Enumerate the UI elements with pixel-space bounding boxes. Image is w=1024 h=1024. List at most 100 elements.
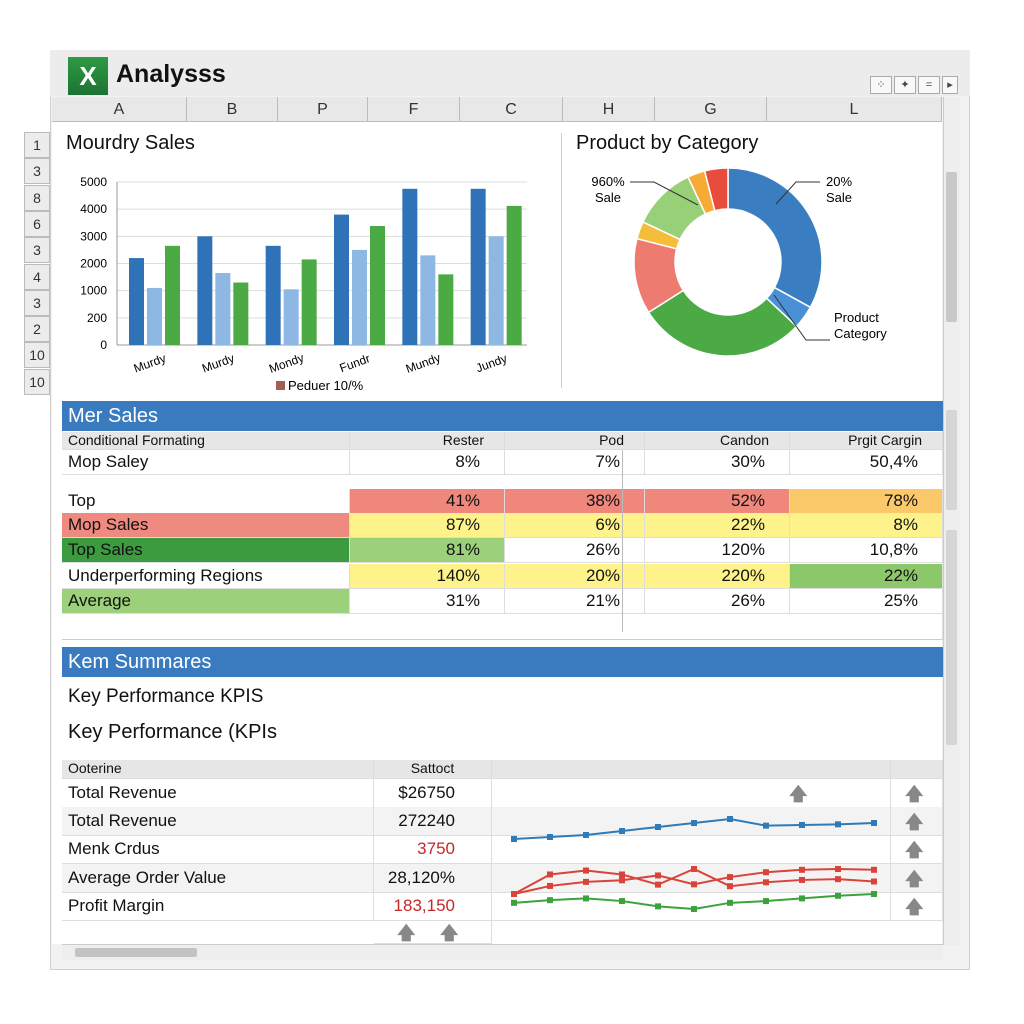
column-header: Rester <box>350 432 505 450</box>
table-cell[interactable]: 140% <box>350 564 505 589</box>
table-cell[interactable]: 22% <box>645 513 790 538</box>
column-header-P[interactable]: P <box>278 97 368 122</box>
grid-icon-button[interactable]: ⁘ <box>870 76 892 94</box>
donut-slice-2 <box>647 289 798 357</box>
donut-chart-title: Product by Category <box>576 132 759 154</box>
row-header[interactable]: 6 <box>24 210 50 237</box>
bar-5-0 <box>470 188 486 345</box>
column-header: Pod <box>505 432 645 450</box>
table-cell[interactable]: 7% <box>505 450 645 475</box>
table-cell[interactable]: 52% <box>645 489 790 514</box>
sparkline-point <box>583 878 589 885</box>
scrollbar-thumb-bottom[interactable] <box>946 530 957 745</box>
table-cell[interactable]: 10,8% <box>790 538 943 563</box>
row-header[interactable]: 10 <box>24 368 50 395</box>
table-cell[interactable]: Mop Sales <box>62 513 350 538</box>
y-tick-label: 4000 <box>80 202 107 216</box>
row-header[interactable]: 2 <box>24 316 50 343</box>
bar-0-0 <box>129 258 144 345</box>
table-cell[interactable]: 8% <box>350 450 505 475</box>
table-cell[interactable]: 22% <box>790 564 943 589</box>
horizontal-scrollbar[interactable] <box>62 944 943 960</box>
table-cell[interactable]: 41% <box>350 489 505 514</box>
column-header-F[interactable]: F <box>368 97 460 122</box>
column-header: Candon <box>645 432 790 450</box>
sparkline-cell <box>492 891 891 921</box>
row-header[interactable]: 1 <box>24 132 50 158</box>
sparkline-point <box>583 895 589 902</box>
row-header[interactable]: 3 <box>24 158 50 185</box>
table-cell[interactable]: 87% <box>350 513 505 538</box>
column-header-H[interactable]: H <box>563 97 655 122</box>
table-cell[interactable]: Underperforming Regions <box>62 564 350 589</box>
bar-4-0 <box>402 188 418 345</box>
table-cell[interactable]: 50,4% <box>790 450 943 475</box>
expand-icon-button[interactable]: ▸ <box>942 76 958 94</box>
table-cell[interactable]: Average <box>62 589 350 614</box>
column-header-L[interactable]: L <box>767 97 942 122</box>
table-cell[interactable]: 6% <box>505 513 645 538</box>
column-header-A[interactable]: A <box>52 97 187 122</box>
legend-swatch <box>276 381 285 390</box>
table-cell[interactable]: 120% <box>645 538 790 563</box>
sparkline-point <box>727 883 733 890</box>
sparkline-point <box>655 903 661 910</box>
table-cell[interactable]: 31% <box>350 589 505 614</box>
kem-summaries-header: Kem Summares <box>62 647 943 677</box>
menu-icon-button[interactable]: = <box>918 76 940 94</box>
row-header[interactable]: 8 <box>24 184 50 211</box>
bar-1-2 <box>233 282 249 345</box>
sparkline-point <box>547 871 553 878</box>
scrollbar-thumb-lower[interactable] <box>946 410 957 510</box>
column-header-B[interactable]: B <box>187 97 278 122</box>
table-cell[interactable]: 220% <box>645 564 790 589</box>
app-title: Analysss <box>116 60 226 88</box>
sparkline-point <box>799 866 805 873</box>
row-header[interactable]: 4 <box>24 263 50 290</box>
leader-line <box>773 294 830 341</box>
table-cell[interactable]: 38% <box>505 489 645 514</box>
table-cell[interactable]: 20% <box>505 564 645 589</box>
move-icon-button[interactable]: ✦ <box>894 76 916 94</box>
table-cell[interactable]: 78% <box>790 489 943 514</box>
column-header-C[interactable]: C <box>460 97 563 122</box>
kpi-label: Total Revenue <box>62 807 374 837</box>
table-cell[interactable]: 25% <box>790 589 943 614</box>
sparkline-point <box>763 822 769 829</box>
table-cell[interactable]: Top <box>62 489 350 514</box>
mer-sales-header: Mer Sales <box>62 401 943 431</box>
bar-5-2 <box>506 205 522 345</box>
row-header[interactable]: 3 <box>24 237 50 264</box>
table-cell[interactable]: 26% <box>645 589 790 614</box>
table-cell[interactable]: 21% <box>505 589 645 614</box>
table-cell[interactable]: 30% <box>645 450 790 475</box>
bar-5-1 <box>488 236 504 345</box>
table-cell[interactable]: Top Sales <box>62 538 350 563</box>
table-cell[interactable]: 8% <box>790 513 943 538</box>
x-tick-label: Mundy <box>404 351 443 376</box>
sparkline-point <box>583 867 589 874</box>
horizontal-scrollbar-thumb[interactable] <box>75 948 197 957</box>
table-cell[interactable]: 81% <box>350 538 505 563</box>
table-cell[interactable]: 26% <box>505 538 645 563</box>
sparkline-point <box>547 897 553 904</box>
leader-line <box>775 181 820 205</box>
up-arrow-icon: 🡅 <box>789 784 808 804</box>
up-arrow-icon: 🡅 <box>397 923 416 943</box>
title-bar <box>50 50 970 96</box>
column-header: Sattoct <box>374 760 492 779</box>
column-header-blank <box>492 760 891 779</box>
column-header-bar <box>52 97 942 122</box>
row-header[interactable]: 10 <box>24 342 50 369</box>
scrollbar-thumb[interactable] <box>946 172 957 322</box>
y-tick-label: 3000 <box>80 229 107 243</box>
donut-slice-7 <box>703 167 729 212</box>
trend-cell <box>891 891 943 921</box>
donut-label-line1: Product <box>834 310 879 325</box>
row-header[interactable]: 3 <box>24 289 50 316</box>
column-header-G[interactable]: G <box>655 97 767 122</box>
bar-3-1 <box>352 249 367 345</box>
sparkline-point <box>727 874 733 881</box>
table-cell[interactable]: Mop Saley <box>62 450 350 475</box>
